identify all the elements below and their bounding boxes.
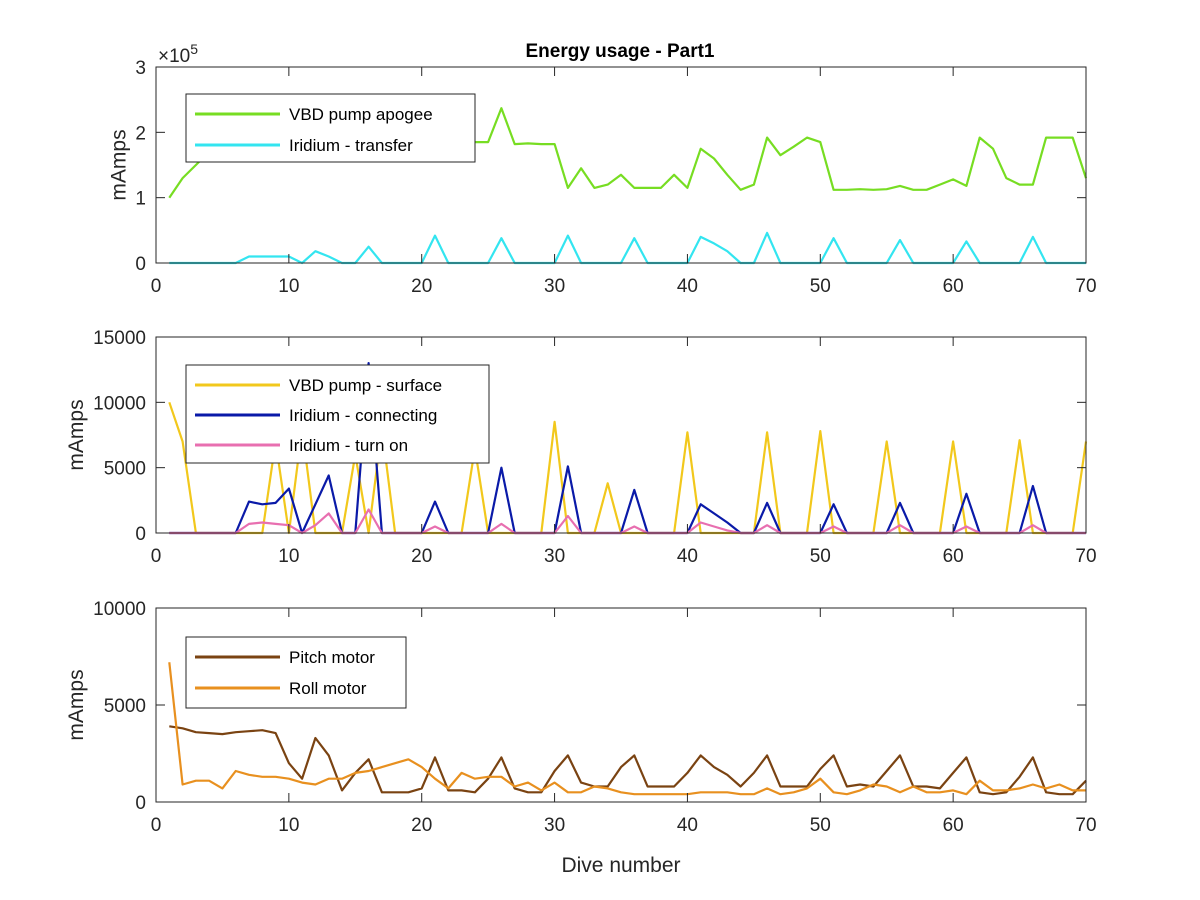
y-tick-label: 0 <box>135 254 146 275</box>
axes-box <box>155 336 1087 534</box>
subplot-3: 0 10 20 30 40 50 60 70 0 5000 10000 mAmps Dive numbe… <box>65 599 1097 877</box>
x-tick-label: 0 <box>151 546 162 567</box>
x-tick-label: 70 <box>1075 276 1096 297</box>
x-tick-label: 30 <box>544 815 565 836</box>
x-tick-label: 20 <box>411 276 432 297</box>
x-tick-label: 60 <box>943 546 964 567</box>
y-tick-label: 15000 <box>93 328 146 349</box>
x-tick-label: 60 <box>943 815 964 836</box>
y-tick-label: 5000 <box>104 459 146 480</box>
legend-box <box>185 93 476 163</box>
y-tick-label: 0 <box>135 524 146 545</box>
x-axis-label: Dive number <box>561 854 680 877</box>
x-tick-label: 10 <box>278 815 299 836</box>
x-tick-label: 10 <box>278 276 299 297</box>
x-tick-label: 20 <box>411 815 432 836</box>
x-tick-label: 10 <box>278 546 299 567</box>
legend-label: Iridium - transfer <box>289 136 413 155</box>
x-tick-label: 70 <box>1075 815 1096 836</box>
y-tick-label: 5000 <box>104 696 146 717</box>
y-tick-label: 10000 <box>93 393 146 414</box>
x-tick-label: 40 <box>677 546 698 567</box>
y-axis-label: mAmps <box>107 129 130 200</box>
y-axis-exponent: ×105 <box>158 41 198 67</box>
y-tick-label: 3 <box>135 58 146 79</box>
y-tick-label: 1 <box>135 189 146 210</box>
x-tick-label: 70 <box>1075 546 1096 567</box>
legend-label: Iridium - turn on <box>289 436 408 455</box>
x-tick-label: 40 <box>677 276 698 297</box>
legend-label: VBD pump apogee <box>289 105 433 124</box>
series-line-2 <box>168 662 1086 796</box>
subplot-1: ×105 0 10 20 30 40 50 60 70 0 1 2 3 mAmps VBD pump ap… <box>107 41 1096 297</box>
x-tick-label: 50 <box>810 546 831 567</box>
legend-label: Iridium - connecting <box>289 406 437 425</box>
y-axis-label: mAmps <box>65 669 88 740</box>
x-tick-label: 30 <box>544 546 565 567</box>
legend-label: VBD pump - surface <box>289 376 442 395</box>
legend-label: Roll motor <box>289 679 367 698</box>
subplot-2: 0 10 20 30 40 50 60 70 0 5000 10000 15000 mAmps VBD p… <box>65 328 1097 567</box>
x-tick-label: 30 <box>544 276 565 297</box>
chart-title: Energy usage - Part1 <box>525 41 714 62</box>
x-tick-label: 50 <box>810 815 831 836</box>
x-tick-label: 40 <box>677 815 698 836</box>
x-tick-label: 50 <box>810 276 831 297</box>
y-tick-label: 0 <box>135 793 146 814</box>
y-tick-label: 10000 <box>93 599 146 620</box>
x-tick-label: 0 <box>151 815 162 836</box>
x-tick-label: 60 <box>943 276 964 297</box>
x-tick-label: 20 <box>411 546 432 567</box>
axes-box <box>155 66 1087 264</box>
y-tick-label: 2 <box>135 123 146 144</box>
x-tick-label: 0 <box>151 276 162 297</box>
legend-box <box>185 636 407 709</box>
series-line-1 <box>169 725 1087 796</box>
legend-label: Pitch motor <box>289 648 375 667</box>
y-axis-label: mAmps <box>65 399 88 470</box>
